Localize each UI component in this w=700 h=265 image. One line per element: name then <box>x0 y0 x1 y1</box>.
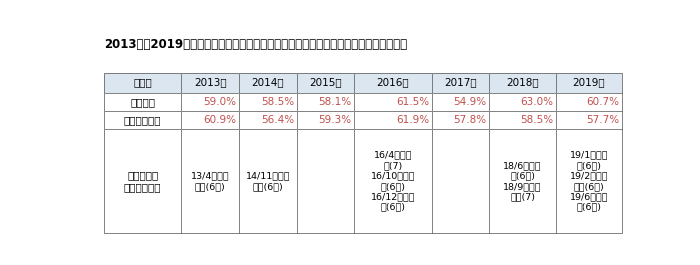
Bar <box>489 130 556 233</box>
Text: 59.3%: 59.3% <box>318 115 351 125</box>
Bar <box>432 111 489 130</box>
Text: 57.7%: 57.7% <box>586 115 619 125</box>
Bar <box>432 73 489 93</box>
Text: 60.9%: 60.9% <box>203 115 237 125</box>
Text: 2017年: 2017年 <box>444 78 477 88</box>
Bar <box>297 130 354 233</box>
Bar <box>239 73 297 93</box>
Text: 2014年: 2014年 <box>251 78 284 88</box>
Bar <box>556 111 622 130</box>
Bar <box>489 111 556 130</box>
Bar <box>556 111 622 130</box>
Text: 58.5%: 58.5% <box>520 115 553 125</box>
Bar <box>489 73 556 93</box>
Bar <box>239 130 297 233</box>
Text: 実施年: 実施年 <box>133 78 152 88</box>
Bar <box>556 130 622 233</box>
Bar <box>556 73 622 93</box>
Bar <box>556 130 622 233</box>
Bar <box>354 73 432 93</box>
Bar <box>181 93 239 111</box>
Bar <box>104 111 181 130</box>
Text: 2013年～2019年における大地震および被害発生の可能性に対するアンケート結果推移: 2013年～2019年における大地震および被害発生の可能性に対するアンケート結果… <box>104 38 407 51</box>
Text: 2019年: 2019年 <box>573 78 605 88</box>
Bar <box>432 130 489 233</box>
Bar <box>104 93 181 111</box>
Bar <box>354 93 432 111</box>
Bar <box>297 73 354 93</box>
Text: 発生する: 発生する <box>130 97 155 107</box>
Bar <box>181 73 239 93</box>
Bar <box>432 111 489 130</box>
Bar <box>181 130 239 233</box>
Bar <box>432 73 489 93</box>
Text: 被害を受ける: 被害を受ける <box>124 115 162 125</box>
Bar <box>181 111 239 130</box>
Bar <box>297 111 354 130</box>
Bar <box>297 93 354 111</box>
Bar <box>104 73 181 93</box>
Bar <box>432 93 489 111</box>
Bar <box>239 93 297 111</box>
Bar <box>354 93 432 111</box>
Text: 60.7%: 60.7% <box>586 97 619 107</box>
Bar <box>489 93 556 111</box>
Bar <box>181 111 239 130</box>
Text: 59.0%: 59.0% <box>203 97 237 107</box>
Bar <box>297 111 354 130</box>
Bar <box>489 130 556 233</box>
Text: 2018年: 2018年 <box>506 78 539 88</box>
Bar <box>181 73 239 93</box>
Bar <box>432 130 489 233</box>
Bar <box>556 93 622 111</box>
Bar <box>354 111 432 130</box>
Bar <box>556 93 622 111</box>
Bar <box>239 73 297 93</box>
Text: 57.8%: 57.8% <box>454 115 486 125</box>
Bar <box>297 130 354 233</box>
Bar <box>104 93 181 111</box>
Bar <box>239 93 297 111</box>
Bar <box>104 111 181 130</box>
Text: 2015年: 2015年 <box>309 78 342 88</box>
Bar <box>489 73 556 93</box>
Text: 2013年: 2013年 <box>194 78 227 88</box>
Text: 2016年: 2016年 <box>377 78 410 88</box>
Bar <box>354 130 432 233</box>
Text: 19/1熊本地
方(6弱)
19/2北海道
胆振(6弱)
19/6山形県
沖(6強): 19/1熊本地 方(6弱) 19/2北海道 胆振(6弱) 19/6山形県 沖(6… <box>570 151 608 212</box>
Text: 14/11長野県
北部(6弱): 14/11長野県 北部(6弱) <box>246 171 290 191</box>
Bar <box>432 93 489 111</box>
Bar <box>489 111 556 130</box>
Bar <box>297 73 354 93</box>
Bar <box>181 93 239 111</box>
Bar <box>104 130 181 233</box>
Text: 61.9%: 61.9% <box>396 115 429 125</box>
Bar <box>239 130 297 233</box>
Bar <box>297 93 354 111</box>
Bar <box>181 130 239 233</box>
Bar <box>556 73 622 93</box>
Text: 13/4淡路島
付近(6弱): 13/4淡路島 付近(6弱) <box>191 171 230 191</box>
Text: 63.0%: 63.0% <box>520 97 553 107</box>
Text: 58.5%: 58.5% <box>261 97 294 107</box>
Text: 58.1%: 58.1% <box>318 97 351 107</box>
Text: 主な大地震
（最大震度）: 主な大地震 （最大震度） <box>124 170 162 192</box>
Text: 56.4%: 56.4% <box>261 115 294 125</box>
Bar <box>354 111 432 130</box>
Text: 61.5%: 61.5% <box>396 97 429 107</box>
Bar <box>239 111 297 130</box>
Text: 18/6大阪北
部(6弱)
18/9北海道
胆振(7): 18/6大阪北 部(6弱) 18/9北海道 胆振(7) <box>503 161 542 201</box>
Text: 54.9%: 54.9% <box>454 97 486 107</box>
Bar <box>104 73 181 93</box>
Bar <box>354 130 432 233</box>
Bar <box>489 93 556 111</box>
Text: 16/4熊本地
方(7)
16/10鳥取中
部(6弱)
16/12茨城北
部(6弱): 16/4熊本地 方(7) 16/10鳥取中 部(6弱) 16/12茨城北 部(6… <box>371 151 415 212</box>
Bar <box>239 111 297 130</box>
Bar <box>354 73 432 93</box>
Bar <box>104 130 181 233</box>
